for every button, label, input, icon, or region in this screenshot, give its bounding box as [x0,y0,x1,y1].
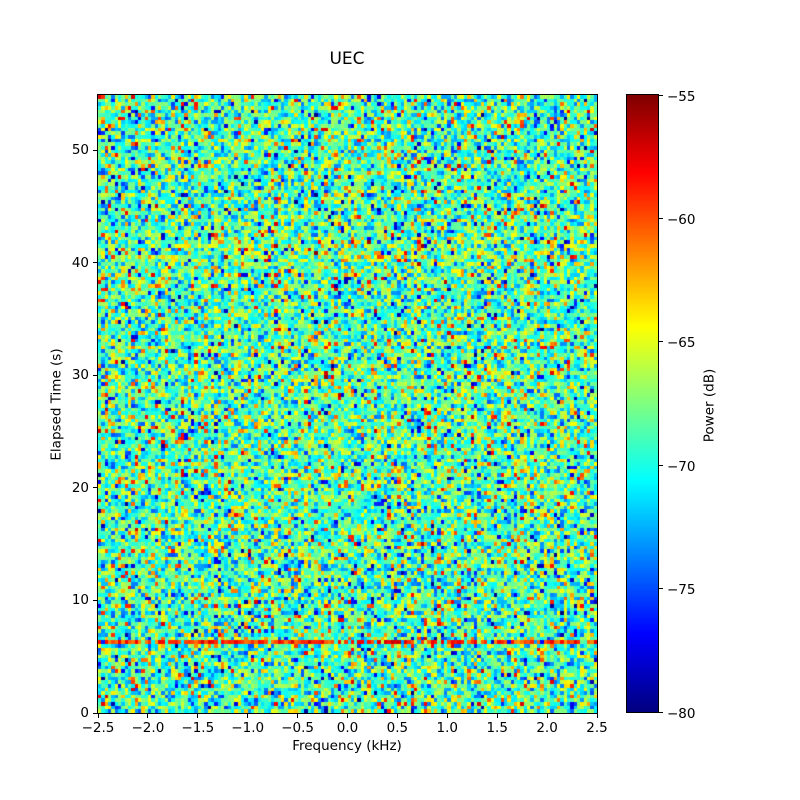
x-tick-mark [546,714,548,718]
x-tick-label: 0.0 [336,720,359,736]
x-tick-label: 1.0 [436,720,459,736]
x-tick-mark [197,714,199,718]
y-tick-mark [93,149,97,151]
colorbar-tick-mark [659,711,663,713]
x-tick-mark [297,714,299,718]
y-axis-ticks: 0 10 20 30 40 50 [72,95,97,721]
colorbar-tick-mark [659,94,663,96]
y-tick-label: 40 [71,254,89,271]
spectrogram-heatmap [98,95,597,713]
x-tick-label: 2.0 [536,720,558,736]
x-tick-label: 2.5 [586,720,608,736]
colorbar-tick-label: −65 [667,335,696,352]
x-tick-mark [446,714,448,718]
y-tick-mark [93,599,97,601]
x-tick-label: −1.5 [181,720,215,736]
x-tick-label: 0.5 [386,720,409,736]
x-tick-mark [347,714,348,718]
y-tick-label: 0 [80,705,89,721]
colorbar-tick-mark [659,464,663,466]
y-tick-mark [93,712,97,714]
colorbar-gradient [627,95,658,712]
x-tick-label: −2.0 [131,720,165,736]
x-tick-mark [496,714,498,718]
y-axis-label: Elapsed Time (s) [48,348,65,461]
x-tick-mark [147,714,149,718]
x-tick-label: −2.5 [81,720,115,736]
plot-title: UEC [329,49,365,70]
y-tick-mark [93,487,97,489]
x-tick-label: 1.5 [486,720,508,736]
x-tick-mark [247,714,249,718]
colorbar-tick-mark [659,217,663,219]
x-axis-ticks: −2.5 −2.0 −1.5 −1.0 −0.5 0.0 0.5 1.0 1.5 2.0 2.5 [82,714,608,754]
colorbar-label: Power (dB) [701,368,718,443]
plot-area [97,94,598,714]
y-tick-label: 30 [71,367,89,384]
x-axis-label: Frequency (kHz) [292,738,402,754]
colorbar-tick-mark [659,341,663,343]
colorbar-tick-mark [659,588,663,590]
y-tick-mark [93,262,97,264]
colorbar-tick-label: −70 [667,458,696,475]
colorbar [626,94,659,713]
y-tick-mark [93,374,97,376]
colorbar-tick-label: −60 [667,211,696,228]
x-tick-mark [596,714,598,718]
x-tick-label: −0.5 [281,720,314,736]
colorbar-tick-label: −55 [667,88,696,105]
colorbar-ticks: −55 −60 −65 −70 −75 −80 [659,89,719,722]
y-tick-label: 20 [71,479,89,496]
x-tick-label: −1.0 [231,720,265,736]
colorbar-tick-label: −80 [667,705,696,722]
x-tick-mark [97,714,99,718]
y-tick-label: 50 [71,142,89,159]
x-tick-mark [396,714,398,718]
colorbar-tick-label: −75 [667,582,696,599]
y-tick-label: 10 [71,592,89,609]
